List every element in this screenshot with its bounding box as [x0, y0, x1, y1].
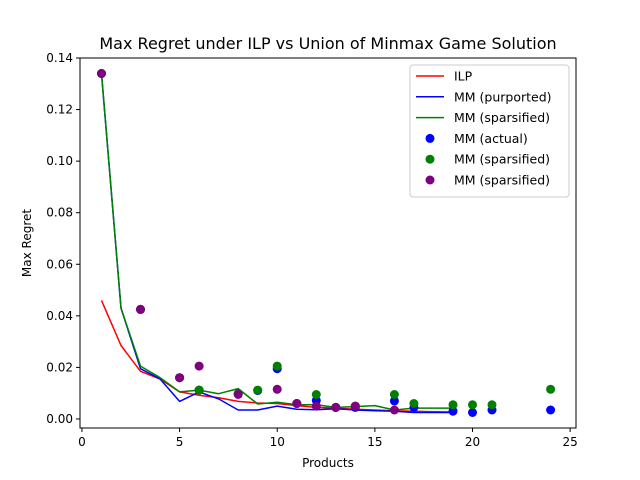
x-tick-label: 0 [78, 435, 86, 449]
scatter-point-mm-sparsified-1 [253, 385, 263, 395]
legend-label: ILP [454, 69, 473, 84]
scatter-point-mm-sparsified-1 [468, 400, 477, 410]
y-tick-label: 0.06 [46, 257, 73, 271]
x-axis-ticks: 0 5 10 15 20 25 [78, 428, 578, 449]
legend-label: MM (purported) [454, 89, 552, 104]
axes-frame [79, 57, 577, 429]
scatter-point-mm-sparsified-2 [136, 304, 145, 314]
scatter-point-mm-actual-0 [468, 408, 477, 417]
y-tick-label: 0.02 [46, 360, 73, 374]
y-tick-label: 0.08 [46, 206, 73, 220]
chart-title: Max Regret under ILP vs Union of Minmax … [99, 34, 556, 53]
y-tick-label: 0.12 [46, 103, 73, 117]
scatter-point-mm-sparsified-1 [448, 400, 458, 410]
legend-marker-swatch [425, 175, 435, 185]
legend-marker-swatch [425, 154, 435, 164]
scatter-point-mm-sparsified-2 [97, 69, 106, 78]
scatter-point-mm-sparsified-1 [389, 390, 399, 399]
scatter-point-mm-sparsified-2 [272, 384, 282, 394]
legend-box [409, 64, 570, 198]
scatter-point-mm-sparsified-1 [194, 385, 204, 395]
scatter-point-mm-sparsified-1 [409, 399, 419, 408]
scatter-point-mm-actual-0 [389, 396, 399, 406]
x-tick-label: 20 [465, 435, 480, 449]
x-tick-label: 5 [176, 435, 184, 449]
legend-label: MM (sparsified) [454, 152, 550, 167]
legend: ILP MM (purported) MM (sparsified) MM (actu… [409, 64, 570, 198]
scatter-point-mm-actual-0 [546, 405, 556, 415]
scatter-point-mm-actual-0 [448, 406, 458, 416]
y-tick-label: 0.04 [46, 309, 73, 323]
scatter-point-mm-sparsified-2 [233, 390, 243, 399]
scatter-point-mm-sparsified-2 [194, 361, 204, 371]
scatter-point-mm-sparsified-2 [331, 402, 341, 412]
y-tick-label: 0.00 [46, 412, 73, 426]
scatter-layer [97, 69, 556, 417]
legend-label: MM (sparsified) [454, 110, 550, 125]
legend-label: MM (actual) [454, 131, 528, 146]
scatter-point-mm-sparsified-1 [272, 361, 282, 371]
scatter-point-mm-sparsified-1 [487, 400, 497, 410]
x-tick-label: 15 [367, 435, 382, 449]
x-tick-label: 10 [270, 435, 285, 449]
scatter-point-mm-sparsified-1 [311, 390, 321, 399]
y-axis-label: Max Regret [20, 209, 34, 277]
x-axis-label: Products [302, 456, 354, 470]
y-axis-ticks: 0.00 0.02 0.04 0.06 0.08 0.10 0.12 0.14 [46, 51, 80, 426]
scatter-point-mm-sparsified-1 [546, 384, 556, 394]
scatter-point-mm-sparsified-2 [311, 401, 321, 411]
y-tick-label: 0.14 [46, 51, 73, 65]
scatter-point-mm-sparsified-2 [175, 373, 185, 383]
legend-label: MM (sparsified) [454, 173, 550, 188]
scatter-point-mm-sparsified-2 [292, 399, 302, 408]
scatter-point-mm-sparsified-2 [389, 405, 399, 415]
y-tick-label: 0.10 [46, 154, 73, 168]
scatter-point-mm-sparsified-2 [350, 401, 360, 411]
legend-marker-swatch [425, 133, 435, 143]
x-tick-label: 25 [563, 435, 578, 449]
